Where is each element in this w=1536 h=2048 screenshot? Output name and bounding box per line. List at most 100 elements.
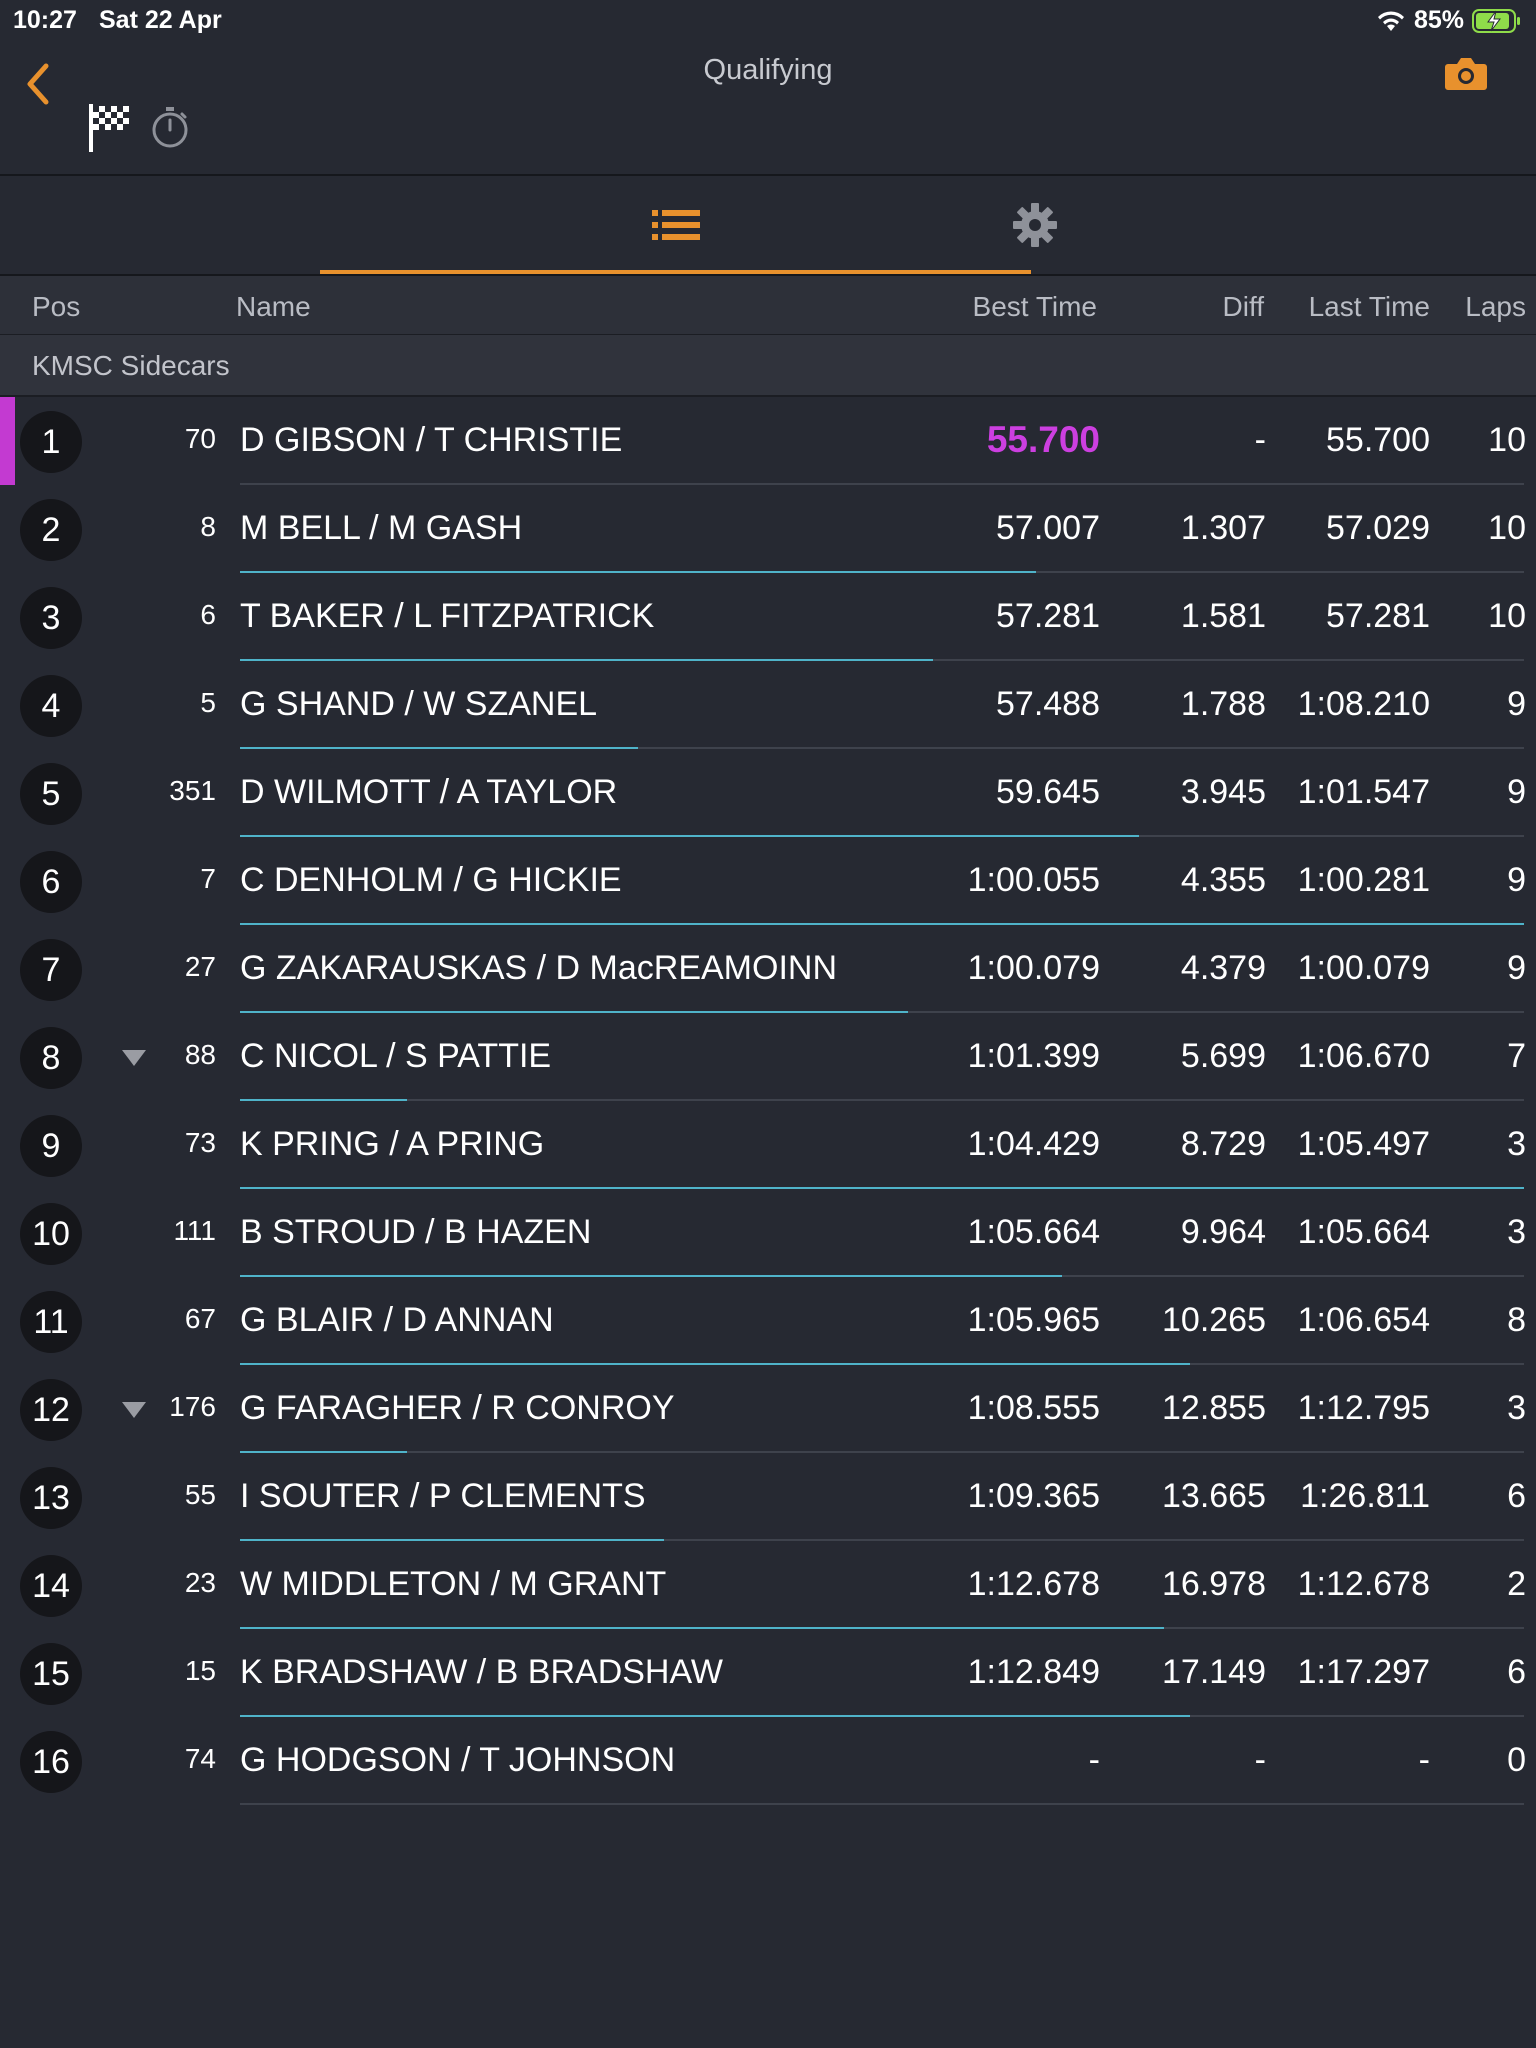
- last-time: 1:12.795: [1297, 1389, 1430, 1427]
- car-number: 176: [169, 1391, 216, 1422]
- column-laps[interactable]: Laps: [1465, 291, 1526, 322]
- best-time: 57.007: [996, 509, 1100, 547]
- table-row[interactable]: 2 8 M BELL / M GASH 57.007 1.307 57.029 10: [0, 485, 1536, 573]
- table-row[interactable]: 15 15 K BRADSHAW / B BRADSHAW 1:12.849 17.14…: [0, 1629, 1536, 1717]
- best-time: 59.645: [996, 773, 1100, 811]
- car-number: 15: [184, 1655, 216, 1686]
- status-bar: 10:27 Sat 22 Apr 85%: [0, 0, 1536, 40]
- best-time: 1:09.365: [967, 1477, 1100, 1515]
- rider-names: G ZAKARAUSKAS / D MacREAMOINN: [240, 949, 837, 987]
- page-title: Qualifying: [703, 54, 833, 86]
- row-divider: [240, 1803, 1524, 1805]
- lap-progress-bar: [240, 1451, 407, 1453]
- lap-count: 0: [1507, 1741, 1526, 1779]
- table-row[interactable]: 8 88 C NICOL / S PATTIE 1:01.399 5.699 1:06.6…: [0, 1013, 1536, 1101]
- table-row[interactable]: 6 7 C DENHOLM / G HICKIE 1:00.055 4.355 1:00.…: [0, 837, 1536, 925]
- car-number: 88: [184, 1039, 216, 1070]
- lap-progress-bar: [240, 1187, 1524, 1189]
- header: Qualifying: [0, 40, 1536, 176]
- stopwatch-icon: [148, 106, 192, 155]
- best-time: 1:05.664: [967, 1213, 1100, 1251]
- back-button[interactable]: [18, 60, 58, 110]
- table-row[interactable]: 1 70 D GIBSON / T CHRISTIE 55.700 - 55.700 10: [0, 397, 1536, 485]
- table-row[interactable]: 11 67 G BLAIR / D ANNAN 1:05.965 10.265 1:06.…: [0, 1277, 1536, 1365]
- car-number: 7: [200, 863, 216, 894]
- last-time: -: [1418, 1741, 1430, 1779]
- row-divider: [240, 747, 1524, 749]
- camera-icon: [1445, 58, 1487, 90]
- position-badge: 16: [20, 1731, 82, 1793]
- car-number: 5: [200, 687, 216, 718]
- rider-names: K BRADSHAW / B BRADSHAW: [240, 1653, 723, 1691]
- rider-names: C DENHOLM / G HICKIE: [240, 861, 622, 899]
- best-time: 1:00.079: [967, 949, 1100, 987]
- lap-progress-bar: [240, 747, 638, 749]
- car-number: 73: [184, 1127, 216, 1158]
- table-row[interactable]: 12 176 G FARAGHER / R CONROY 1:08.555 12.855…: [0, 1365, 1536, 1453]
- column-diff[interactable]: Diff: [1222, 291, 1265, 322]
- camera-button[interactable]: [1444, 54, 1488, 97]
- lap-count: 7: [1507, 1037, 1526, 1075]
- leader-indicator: [0, 397, 15, 485]
- column-pos[interactable]: Pos: [32, 291, 81, 322]
- position-badge: 4: [20, 675, 82, 737]
- rider-names: D WILMOTT / A TAYLOR: [240, 773, 618, 811]
- table-row[interactable]: 7 27 G ZAKARAUSKAS / D MacREAMOINN 1:00.079…: [0, 925, 1536, 1013]
- best-time: 1:01.399: [967, 1037, 1100, 1075]
- table-row[interactable]: 16 74 G HODGSON / T JOHNSON - - - 0: [0, 1717, 1536, 1805]
- column-last-time[interactable]: Last Time: [1308, 291, 1430, 322]
- column-name[interactable]: Name: [236, 291, 311, 322]
- time-diff: 1.788: [1180, 685, 1266, 723]
- table-row[interactable]: 10 111 B STROUD / B HAZEN 1:05.664 9.964 1:05…: [0, 1189, 1536, 1277]
- lap-progress-bar: [240, 571, 1036, 573]
- tab-settings[interactable]: [1000, 176, 1070, 274]
- checkered-flag-icon: [87, 102, 131, 159]
- position-down-icon: [122, 1050, 146, 1066]
- rider-names: W MIDDLETON / M GRANT: [240, 1565, 667, 1603]
- position-badge: 8: [20, 1027, 82, 1089]
- last-time: 1:00.281: [1297, 861, 1430, 899]
- tab-results-list[interactable]: [320, 176, 1031, 274]
- position-badge: 7: [20, 939, 82, 1001]
- car-number: 8: [200, 511, 216, 542]
- lap-progress-bar: [240, 1715, 1190, 1717]
- table-row[interactable]: 14 23 W MIDDLETON / M GRANT 1:12.678 16.978 1…: [0, 1541, 1536, 1629]
- table-row[interactable]: 13 55 I SOUTER / P CLEMENTS 1:09.365 13.665 1…: [0, 1453, 1536, 1541]
- car-number: 55: [184, 1479, 216, 1510]
- table-row[interactable]: 9 73 K PRING / A PRING 1:04.429 8.729 1:05.49…: [0, 1101, 1536, 1189]
- results-list: 1 70 D GIBSON / T CHRISTIE 55.700-55.700 10 2…: [0, 397, 1536, 1805]
- table-row[interactable]: 4 5 G SHAND / W SZANEL 57.488 1.788 1:08.210 9: [0, 661, 1536, 749]
- lap-progress-bar: [240, 1627, 1164, 1629]
- position-badge: 1: [20, 411, 82, 473]
- lap-progress-bar: [240, 659, 933, 661]
- table-row[interactable]: 5 351 D WILMOTT / A TAYLOR 59.645 3.945 1:01.…: [0, 749, 1536, 837]
- lap-count: 10: [1488, 509, 1526, 547]
- column-header: Pos Name Best Time Diff Last Time Laps: [0, 276, 1536, 335]
- rider-names: C NICOL / S PATTIE: [240, 1037, 552, 1075]
- status-right: 85%: [1376, 6, 1522, 35]
- row-divider: [240, 483, 1524, 485]
- position-badge: 12: [20, 1379, 82, 1441]
- time-diff: 4.379: [1180, 949, 1266, 987]
- last-time: 1:26.811: [1300, 1477, 1430, 1515]
- rider-names: M BELL / M GASH: [240, 509, 523, 547]
- time-diff: 12.855: [1162, 1389, 1266, 1427]
- last-time: 1:01.547: [1297, 773, 1430, 811]
- status-date: Sat 22 Apr: [99, 6, 222, 34]
- rider-names: K PRING / A PRING: [240, 1125, 545, 1163]
- table-row[interactable]: 3 6 T BAKER / L FITZPATRICK 57.281 1.581 57.2…: [0, 573, 1536, 661]
- position-badge: 6: [20, 851, 82, 913]
- position-badge: 5: [20, 763, 82, 825]
- car-number: 351: [169, 775, 216, 806]
- last-time: 57.281: [1326, 597, 1430, 635]
- rider-names: G FARAGHER / R CONROY: [240, 1389, 675, 1427]
- time-diff: 9.964: [1180, 1213, 1266, 1251]
- last-time: 1:00.079: [1297, 949, 1430, 987]
- car-number: 6: [200, 599, 216, 630]
- lap-count: 6: [1507, 1477, 1526, 1515]
- car-number: 67: [184, 1303, 216, 1334]
- time-diff: 4.355: [1180, 861, 1266, 899]
- column-best-time[interactable]: Best Time: [972, 291, 1097, 322]
- last-time: 1:08.210: [1297, 685, 1430, 723]
- best-time: 1:12.849: [967, 1653, 1100, 1691]
